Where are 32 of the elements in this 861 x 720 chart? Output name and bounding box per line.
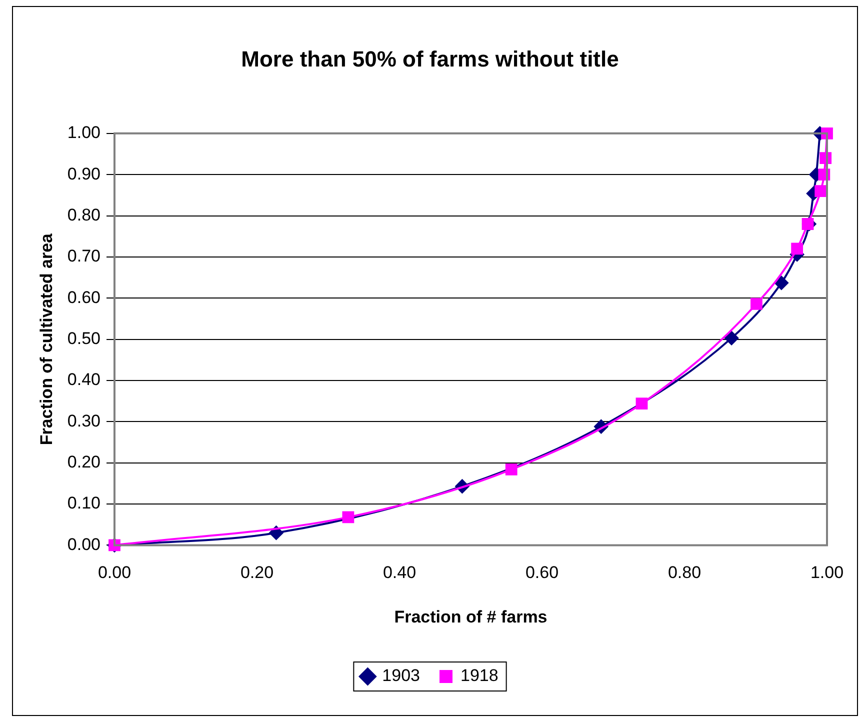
point <box>774 276 788 290</box>
y-tick-label: 0.80 <box>67 205 100 224</box>
point <box>342 511 354 524</box>
point <box>802 218 814 230</box>
y-tick-label: 0.60 <box>67 288 100 307</box>
y-tick-label: 0.00 <box>67 534 100 554</box>
point <box>724 331 739 346</box>
y-tick-label: 0.50 <box>67 328 100 348</box>
point <box>750 298 762 310</box>
y-tick-label: 0.30 <box>67 411 100 430</box>
y-axis-title: Fraction of cultivated area <box>36 232 56 446</box>
y-tick-label: 0.70 <box>67 246 100 266</box>
x-tick-label: 0.20 <box>240 563 274 582</box>
y-tick-label: 0.90 <box>67 164 100 184</box>
y-tick-label: 1.00 <box>67 123 100 142</box>
point <box>636 398 648 410</box>
point <box>791 242 804 255</box>
chart-title: More than 50% of farms without title <box>241 46 619 72</box>
point <box>505 463 518 476</box>
x-tick-label: 0.60 <box>525 563 559 582</box>
point <box>269 526 284 540</box>
x-tick-label: 0.80 <box>668 563 702 582</box>
x-tick-label: 0.40 <box>382 563 416 582</box>
y-tick-label: 0.10 <box>67 494 100 513</box>
x-tick-label: 0.00 <box>98 563 132 582</box>
y-tick-label: 0.20 <box>67 452 100 472</box>
legend-label: 1918 <box>460 666 498 686</box>
point <box>814 185 827 197</box>
x-tick-label: 1.00 <box>810 563 844 582</box>
y-tick-label: 0.40 <box>67 370 100 390</box>
legend-label: 1903 <box>382 666 420 686</box>
x-axis-title: Fraction of # farms <box>394 607 548 626</box>
